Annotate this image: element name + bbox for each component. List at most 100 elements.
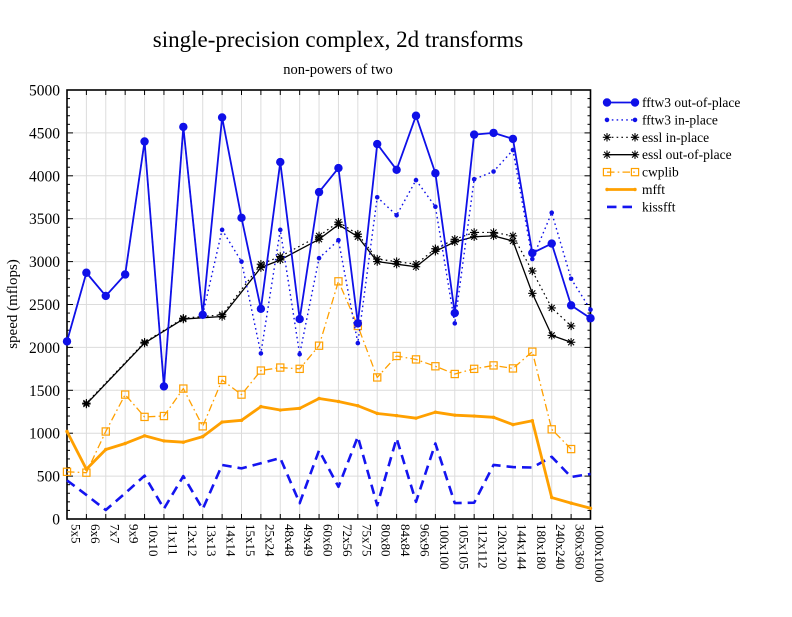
legend-label-kissfft: kissfft	[642, 199, 676, 214]
marker-asterisk	[141, 338, 148, 346]
marker-dot	[511, 422, 515, 427]
x-tick-label: 75x75	[359, 524, 374, 557]
marker-circle	[549, 210, 555, 215]
x-tick-label: 60x60	[321, 524, 336, 557]
marker-circle	[632, 117, 638, 123]
marker-circle	[219, 227, 225, 233]
x-tick-label: 13x13	[204, 524, 219, 557]
marker-circle	[101, 291, 110, 301]
marker-circle	[431, 169, 440, 178]
series-mfft	[65, 396, 593, 510]
y-tick-label: 1500	[29, 383, 60, 400]
series-line-fftw3-out-of-place	[66, 114, 591, 388]
legend-label-essl-out-of-place: essl out-of-place	[642, 147, 732, 162]
series-line-essl-out-of-place	[85, 224, 572, 405]
marker-square	[392, 351, 401, 361]
x-tick-label: 72x56	[340, 524, 355, 557]
x-tick-label: 49x49	[301, 524, 316, 557]
x-tick-label: 25x24	[262, 524, 277, 557]
x-tick-label: 11x11	[165, 524, 180, 556]
series-cwplib	[62, 277, 576, 477]
legend-item-cwplib: cwplib	[602, 165, 679, 180]
marker-circle	[336, 237, 341, 243]
marker-asterisk	[490, 229, 497, 236]
marker-square	[198, 422, 207, 431]
marker-asterisk	[315, 232, 323, 240]
series-line-essl-in-place	[85, 221, 572, 404]
marker-square	[256, 366, 266, 375]
marker-dot	[220, 420, 224, 424]
marker-asterisk	[631, 151, 639, 159]
marker-dot	[123, 441, 127, 446]
marker-dot	[605, 187, 609, 192]
marker-circle	[239, 259, 244, 264]
x-tick-label: 7x7	[107, 524, 122, 544]
marker-asterisk	[393, 258, 400, 265]
marker-dot	[162, 439, 166, 443]
marker-circle	[120, 270, 130, 279]
marker-square	[101, 427, 110, 436]
marker-square	[179, 384, 188, 393]
marker-square	[314, 341, 324, 350]
marker-square	[411, 355, 421, 364]
marker-square	[276, 363, 285, 372]
marker-circle	[469, 130, 479, 139]
marker-square	[82, 468, 91, 477]
marker-circle	[588, 307, 593, 312]
marker-asterisk	[528, 267, 536, 275]
marker-square	[431, 362, 440, 371]
y-tick-label: 0	[52, 512, 60, 529]
marker-dot	[356, 404, 360, 408]
marker-asterisk	[603, 151, 611, 159]
marker-circle	[258, 351, 264, 356]
marker-dot	[633, 187, 637, 192]
marker-dot	[433, 410, 438, 414]
y-tick-label: 3500	[29, 211, 60, 228]
series-fftw3-in-place	[64, 124, 593, 389]
legend-item-fftw3-out-of-place: fftw3 out-of-place	[602, 95, 740, 110]
axes: 0 500 1000 1500 2000 2500 3000 3500 4000 4500 5000…	[29, 83, 607, 583]
marker-asterisk	[432, 245, 439, 253]
marker-circle	[82, 268, 91, 277]
marker-square	[528, 347, 537, 356]
marker-square	[237, 390, 246, 399]
legend-label-fftw3-out-of-place: fftw3 out-of-place	[642, 95, 740, 110]
marker-circle	[394, 212, 399, 218]
y-tick-label: 2000	[29, 340, 60, 357]
marker-square	[62, 467, 72, 477]
marker-circle	[355, 340, 361, 346]
marker-dot	[278, 408, 282, 412]
x-tick-label: 96x96	[418, 524, 433, 557]
marker-square	[159, 411, 169, 421]
marker-asterisk	[354, 230, 362, 238]
marker-circle	[528, 248, 537, 258]
marker-circle	[295, 314, 304, 324]
marker-circle	[566, 301, 576, 310]
x-tick-label: 10x10	[146, 524, 161, 557]
marker-dot	[588, 506, 593, 510]
y-tick-label: 4000	[29, 168, 60, 185]
x-tick-label: 180x180	[534, 524, 549, 570]
legend-item-essl-out-of-place: essl out-of-place	[602, 147, 732, 162]
marker-circle	[568, 276, 574, 282]
series-line-mfft	[65, 397, 591, 510]
marker-dot	[142, 434, 147, 438]
y-tick-label: 3000	[29, 254, 60, 271]
legend-item-fftw3-in-place: fftw3 in-place	[604, 112, 718, 127]
marker-circle	[530, 256, 535, 262]
marker-square	[450, 369, 459, 379]
marker-circle	[353, 319, 363, 328]
x-tick-label: 1000x1000	[592, 524, 607, 583]
x-tick-label: 240x240	[553, 524, 568, 570]
marker-asterisk	[509, 232, 517, 240]
marker-circle	[392, 165, 401, 174]
marker-square	[566, 444, 576, 454]
marker-circle	[433, 204, 438, 209]
x-tick-label: 360x360	[573, 524, 588, 570]
series-line-fftw3-in-place	[66, 126, 592, 388]
marker-square	[547, 425, 556, 434]
series-line-cwplib	[66, 280, 572, 474]
marker-circle	[374, 194, 380, 200]
